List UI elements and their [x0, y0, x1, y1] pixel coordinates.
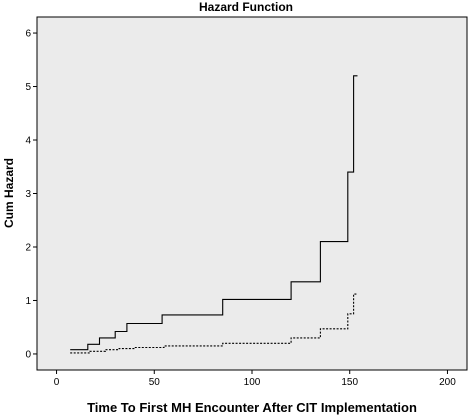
chart-title: Hazard Function — [199, 0, 293, 14]
x-tick-label: 50 — [149, 377, 161, 388]
x-tick-label: 150 — [341, 377, 358, 388]
y-tick-label: 0 — [25, 349, 31, 360]
series-layer — [70, 75, 358, 354]
y-tick-label: 5 — [25, 82, 31, 93]
x-axis: 0 50 100 150 200 — [54, 370, 456, 388]
series-solid-line — [70, 75, 358, 351]
y-tick-label: 6 — [25, 29, 31, 40]
y-tick-label: 1 — [25, 296, 31, 307]
plot-area — [36, 16, 468, 371]
y-tick-label: 2 — [25, 242, 31, 253]
x-tick-label: 200 — [439, 377, 456, 388]
x-axis-label: Time To First MH Encounter After CIT Imp… — [87, 400, 417, 415]
y-axis: 0 1 2 3 4 5 6 — [25, 29, 37, 360]
y-tick-label: 3 — [25, 189, 31, 200]
series-dashed-line — [70, 293, 358, 354]
y-tick-label: 4 — [25, 136, 31, 147]
x-tick-label: 100 — [244, 377, 261, 388]
y-axis-label: Cum Hazard — [2, 158, 16, 228]
x-tick-label: 0 — [54, 377, 60, 388]
